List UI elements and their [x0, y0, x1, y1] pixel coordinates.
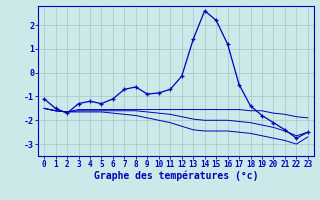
X-axis label: Graphe des températures (°c): Graphe des températures (°c): [94, 171, 258, 181]
